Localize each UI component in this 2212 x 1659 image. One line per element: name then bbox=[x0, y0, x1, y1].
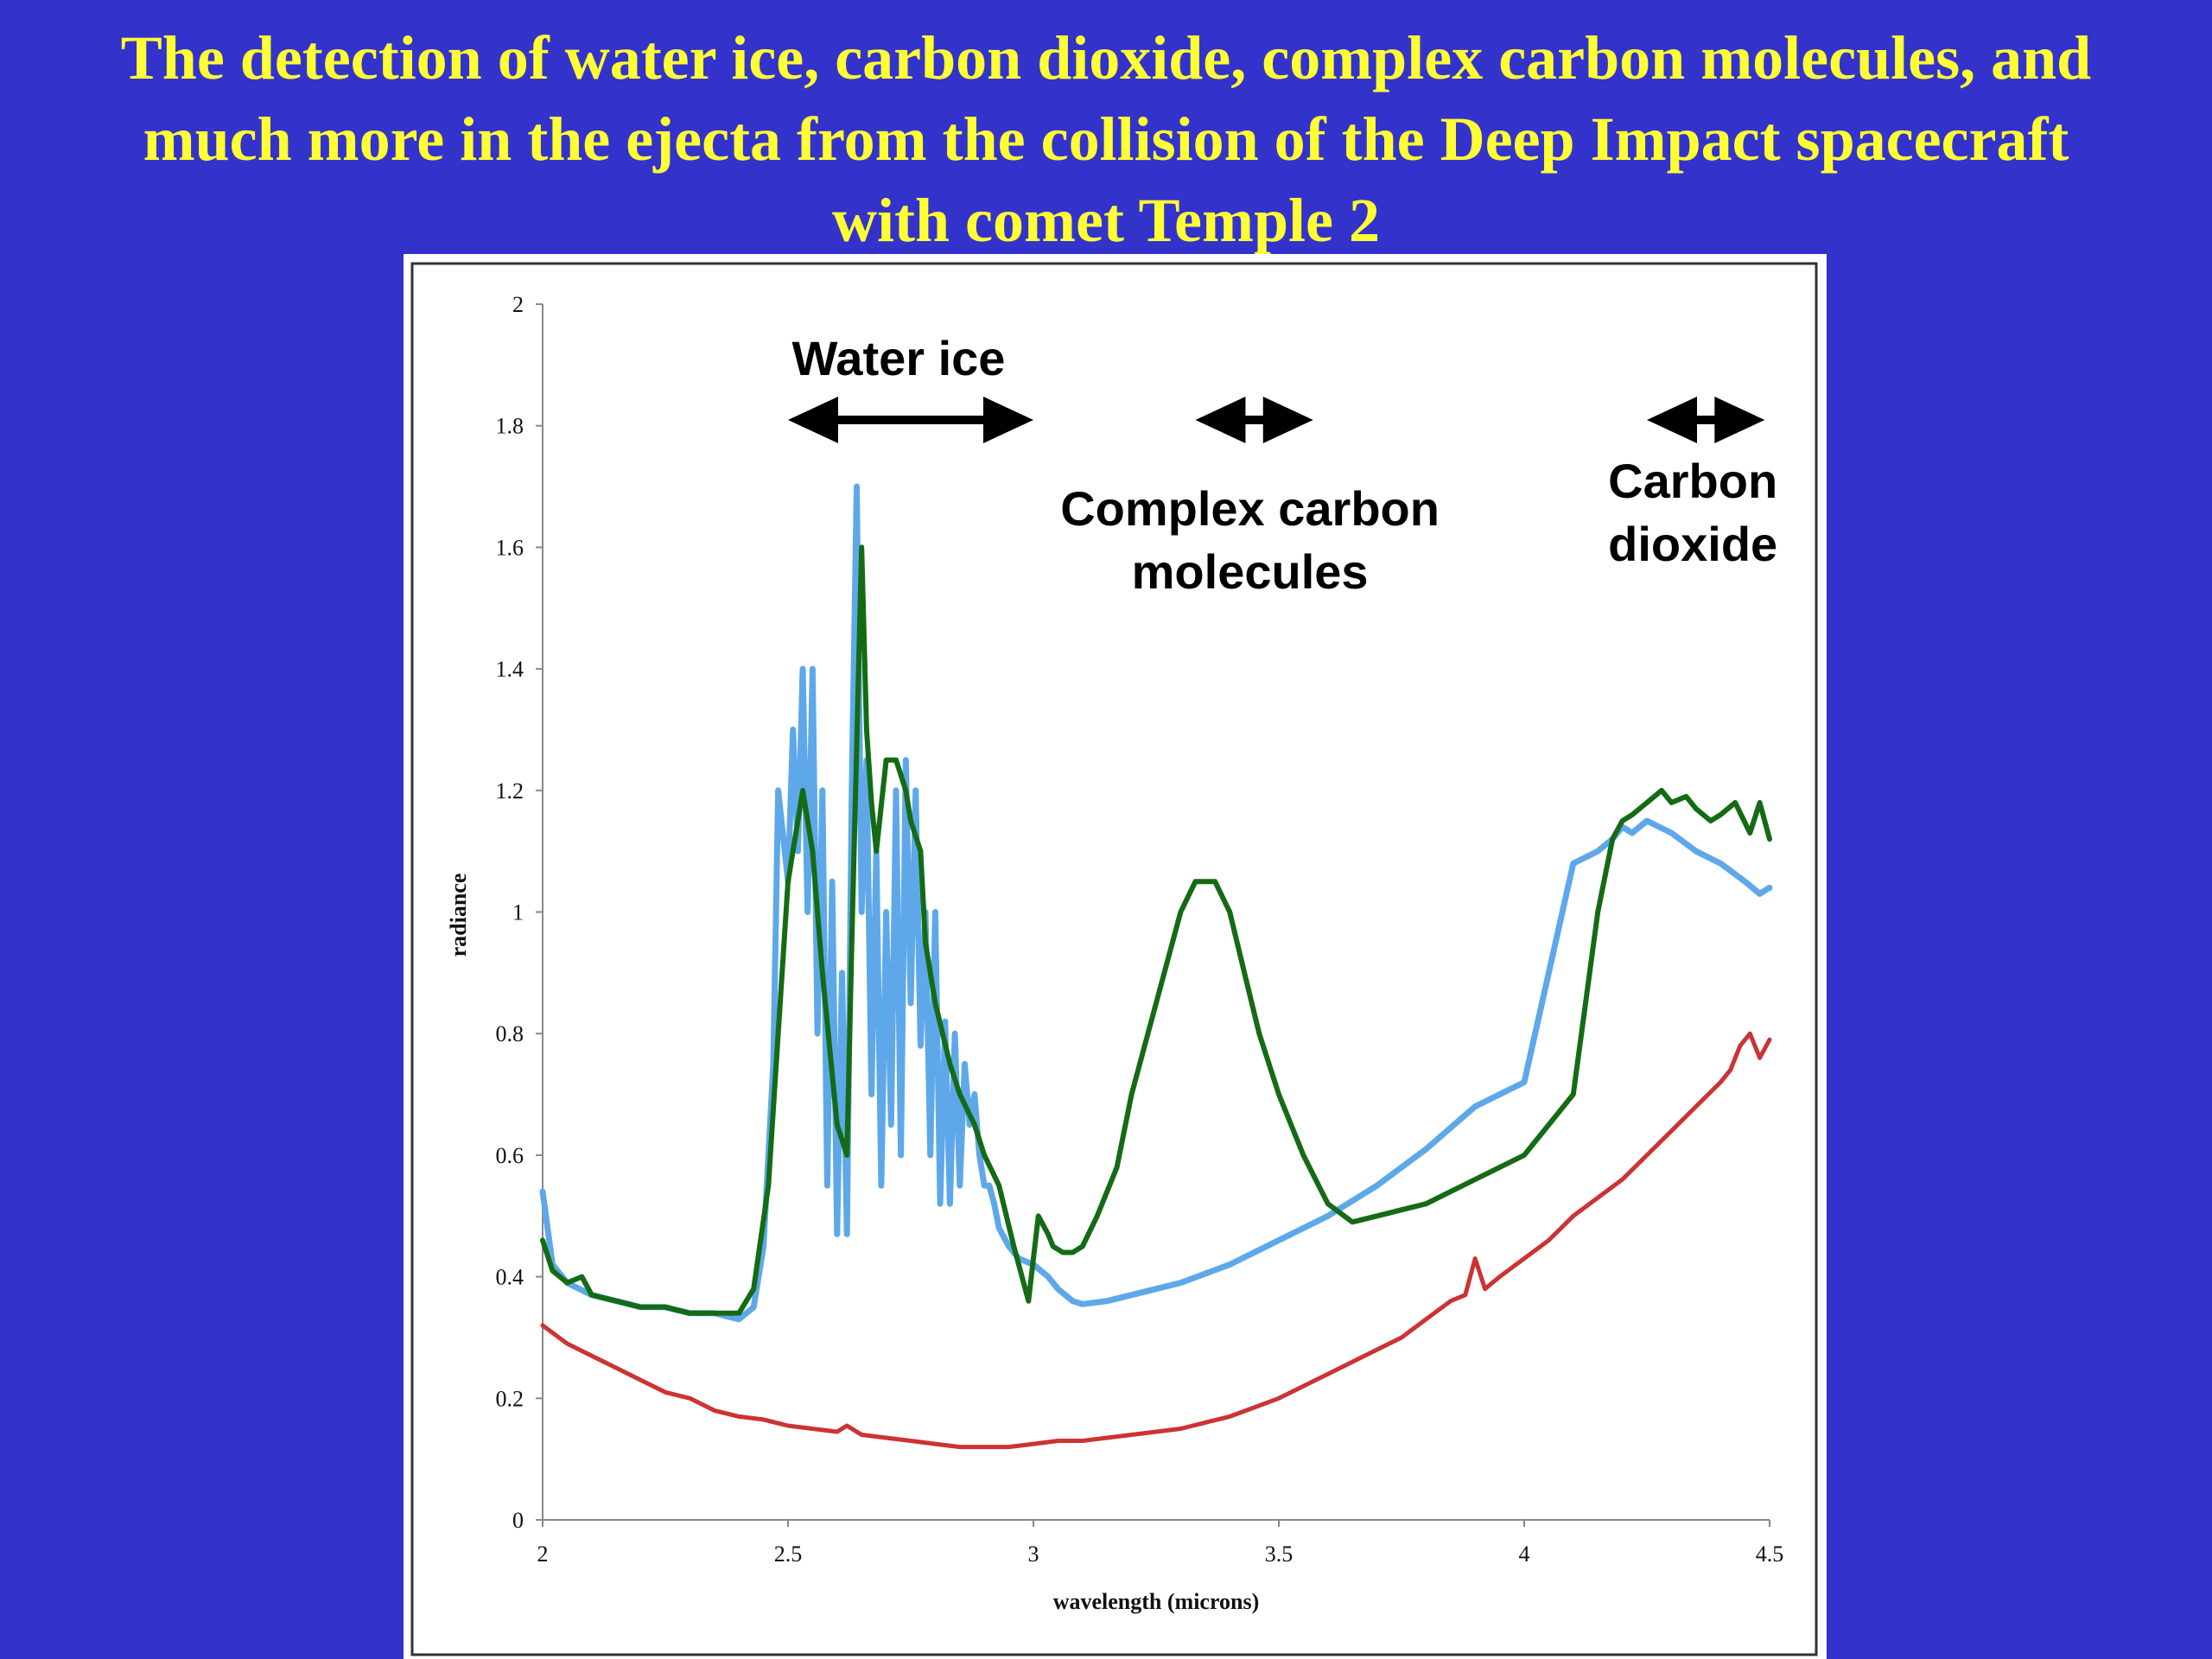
x-tick-label: 3 bbox=[1028, 1541, 1039, 1567]
annotation-layer: Water ice Complex carbon molecules Carbon di… bbox=[788, 331, 1777, 599]
chart-panel: 0 0.2 0.4 0.6 0.8 1 1.2 1.4 1.6 1.8 2 2 2.5 3 3.5 4 4.5 … bbox=[404, 254, 1827, 1659]
y-tick-label: 2 bbox=[512, 292, 524, 317]
y-tick-label: 0.4 bbox=[496, 1265, 524, 1290]
y-tick-label: 1 bbox=[512, 900, 524, 925]
y-tick-label: 0 bbox=[512, 1508, 524, 1533]
title-line-2: much more in the ejecta from the collisi… bbox=[143, 105, 2069, 174]
y-tick-label: 0.8 bbox=[496, 1021, 524, 1046]
y-tick-label: 0.6 bbox=[496, 1143, 524, 1168]
x-tick-label: 2 bbox=[537, 1541, 549, 1567]
y-tick-label: 1.4 bbox=[496, 657, 524, 682]
series-line-3 bbox=[540, 1031, 1772, 1450]
x-axis-title: wavelength (microns) bbox=[1053, 1589, 1260, 1614]
axes-layer: 0 0.2 0.4 0.6 0.8 1 1.2 1.4 1.6 1.8 2 2 2.5 3 3.5 4 4.5 bbox=[496, 292, 1784, 1567]
x-tick-label: 2.5 bbox=[774, 1541, 803, 1567]
carbon-dioxide-label-line: dioxide bbox=[1608, 517, 1777, 571]
series-line-2 bbox=[540, 544, 1772, 1316]
title-line-3: with comet Temple 2 bbox=[832, 186, 1380, 255]
y-axis-title: radiance bbox=[446, 874, 471, 957]
y-tick-label: 1.2 bbox=[496, 779, 524, 804]
series-layer bbox=[539, 483, 1773, 1450]
complex-carbon-label-line: molecules bbox=[1132, 544, 1369, 599]
radiance-chart: 00.20.40.60.811.21.41.61.822 2.5 3 3.5 4 4.5 … bbox=[410, 262, 1818, 1656]
y-tick-label: 1.8 bbox=[496, 414, 524, 439]
y-tick-label: 0.2 bbox=[496, 1386, 524, 1411]
series-line-1 bbox=[539, 483, 1773, 1323]
water-ice-label: Water ice bbox=[792, 331, 1006, 385]
complex-carbon-arrow bbox=[1195, 397, 1313, 443]
carbon-dioxide-arrow bbox=[1647, 397, 1765, 443]
title-line-1: The detection of water ice, carbon dioxi… bbox=[120, 23, 2092, 92]
slide-title: The detection of water ice, carbon dioxi… bbox=[0, 17, 2212, 261]
water-ice-arrow bbox=[788, 397, 1033, 443]
chart-frame bbox=[410, 262, 1818, 1656]
x-tick-label: 3.5 bbox=[1265, 1541, 1294, 1567]
x-tick-label: 4.5 bbox=[1756, 1541, 1784, 1567]
y-tick-label: 1.6 bbox=[496, 535, 524, 560]
x-tick-label: 4 bbox=[1519, 1541, 1530, 1567]
complex-carbon-label-line: Complex carbon bbox=[1060, 481, 1440, 536]
carbon-dioxide-label-line: Carbon bbox=[1608, 454, 1777, 508]
